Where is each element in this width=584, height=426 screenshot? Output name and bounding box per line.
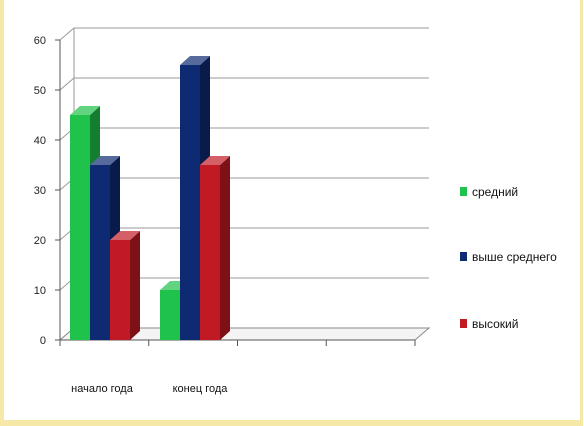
legend-label: выше среднего	[472, 250, 557, 264]
y-tick-label: 40	[34, 135, 46, 147]
bar-top	[110, 231, 140, 240]
y-tick-label: 0	[40, 335, 46, 347]
gridline	[59, 27, 429, 41]
y-tick-label: 50	[34, 85, 46, 97]
y-tick-label: 10	[34, 285, 46, 297]
bar-front	[180, 65, 200, 340]
bar-front	[110, 240, 130, 340]
bar-front	[160, 290, 180, 340]
y-tick-labels: 0 10 20 30 40 50 60	[34, 35, 46, 347]
bar-top	[70, 106, 100, 115]
y-tick-label: 30	[34, 185, 46, 197]
gridline	[59, 77, 429, 91]
legend-swatch	[460, 319, 467, 328]
legend-swatch	[460, 187, 467, 196]
legend-label: средний	[472, 185, 518, 199]
category-label: начало года	[71, 383, 134, 395]
bars	[70, 56, 230, 340]
bar-side	[130, 231, 140, 340]
y-tick-label: 20	[34, 235, 46, 247]
bar-top	[90, 156, 120, 165]
bar-высокий-1	[200, 156, 230, 340]
bar-side	[220, 156, 230, 340]
legend: средний выше среднего высокий	[460, 185, 557, 331]
category-labels: начало года конец года	[71, 383, 228, 395]
legend-label: высокий	[472, 317, 518, 331]
category-label: конец года	[173, 383, 229, 395]
bar-front	[200, 165, 220, 340]
bar-top	[180, 56, 210, 65]
bar-высокий-0	[110, 231, 140, 340]
bar-chart: 0 10 20 30 40 50 60 начало года конец года сред…	[34, 27, 557, 395]
bar-front	[70, 115, 90, 340]
legend-swatch	[460, 252, 467, 261]
gridline	[59, 127, 429, 141]
y-tick-label: 60	[34, 35, 46, 47]
bar-front	[90, 165, 110, 340]
bar-top	[200, 156, 230, 165]
